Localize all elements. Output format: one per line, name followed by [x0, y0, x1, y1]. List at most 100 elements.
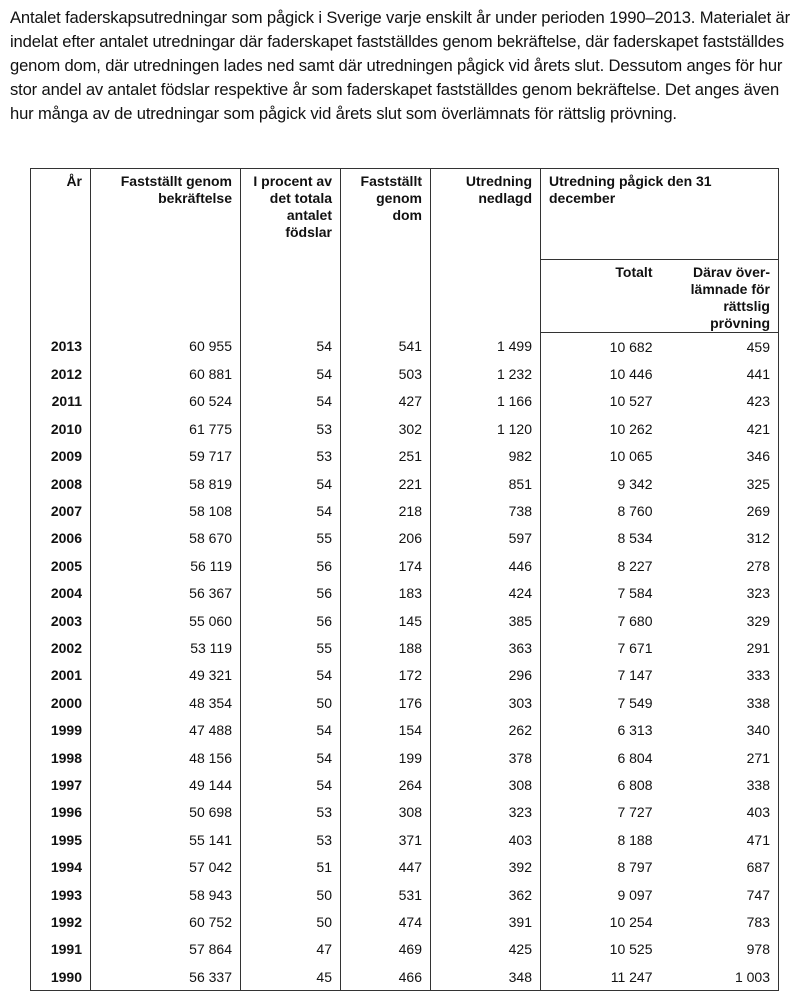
- value-cell: 53: [240, 826, 341, 854]
- value-cell: 1 166: [430, 387, 541, 416]
- table-row: 2013 60 955 54 541 1 499 10 682 459: [30, 332, 779, 361]
- value-cell: 323: [430, 798, 541, 827]
- table-body: 2013 60 955 54 541 1 499 10 682 459 2012 60 881 5…: [30, 332, 779, 992]
- value-cell: 982: [430, 442, 541, 470]
- data-table: År Fastställt genom bekräftelse I procen…: [30, 168, 779, 992]
- value-cell: 403: [430, 826, 541, 854]
- value-cell: 308: [340, 798, 431, 827]
- year-cell: 1995: [30, 826, 91, 854]
- value-cell: 7 549: [540, 689, 661, 717]
- year-cell: 2002: [30, 634, 91, 662]
- year-cell: 1998: [30, 743, 91, 772]
- value-cell: 54: [240, 387, 341, 416]
- value-cell: 60 881: [90, 360, 241, 388]
- value-cell: 56: [240, 606, 341, 635]
- value-cell: 206: [340, 524, 431, 553]
- value-cell: 338: [660, 689, 779, 717]
- table-row: 1999 47 488 54 154 262 6 313 340: [30, 716, 779, 744]
- value-cell: 291: [660, 634, 779, 662]
- value-cell: 597: [430, 524, 541, 553]
- value-cell: 303: [430, 689, 541, 717]
- table-row: 1994 57 042 51 447 392 8 797 687: [30, 853, 779, 881]
- value-cell: 10 527: [540, 387, 661, 416]
- value-cell: 423: [660, 387, 779, 416]
- year-cell: 2005: [30, 552, 91, 580]
- table-row: 2008 58 819 54 221 851 9 342 325: [30, 469, 779, 498]
- table-row: 1998 48 156 54 199 378 6 804 271: [30, 743, 779, 772]
- value-cell: 687: [660, 853, 779, 881]
- year-cell: 2013: [30, 332, 91, 361]
- value-cell: 55: [240, 524, 341, 553]
- value-cell: 264: [340, 771, 431, 799]
- subheader-cell: Totalt: [540, 259, 661, 333]
- value-cell: 474: [340, 908, 431, 936]
- value-cell: 338: [660, 771, 779, 799]
- value-cell: 199: [340, 743, 431, 772]
- value-cell: 7 147: [540, 661, 661, 690]
- value-cell: 60 752: [90, 908, 241, 936]
- year-cell: 2008: [30, 469, 91, 498]
- value-cell: 56 119: [90, 552, 241, 580]
- header-cell: År: [30, 168, 91, 333]
- table-row: 2000 48 354 50 176 303 7 549 338: [30, 689, 779, 717]
- value-cell: 9 342: [540, 469, 661, 498]
- value-cell: 8 760: [540, 497, 661, 525]
- value-cell: 8 188: [540, 826, 661, 854]
- value-cell: 738: [430, 497, 541, 525]
- year-cell: 2007: [30, 497, 91, 525]
- table-head: År Fastställt genom bekräftelse I procen…: [30, 168, 779, 333]
- year-cell: 2006: [30, 524, 91, 553]
- value-cell: 348: [430, 962, 541, 992]
- value-cell: 47: [240, 935, 341, 963]
- table-row: 1996 50 698 53 308 323 7 727 403: [30, 798, 779, 827]
- value-cell: 50 698: [90, 798, 241, 827]
- value-cell: 60 524: [90, 387, 241, 416]
- value-cell: 50: [240, 908, 341, 936]
- value-cell: 346: [660, 442, 779, 470]
- intro-text: Antalet faderskapsutredningar som pågick…: [10, 8, 790, 123]
- table-row: 2010 61 775 53 302 1 120 10 262 421: [30, 415, 779, 443]
- value-cell: 54: [240, 661, 341, 690]
- value-cell: 302: [340, 415, 431, 443]
- value-cell: 221: [340, 469, 431, 498]
- value-cell: 441: [660, 360, 779, 388]
- year-cell: 2001: [30, 661, 91, 690]
- value-cell: 392: [430, 853, 541, 881]
- year-cell: 2011: [30, 387, 91, 416]
- table-row: 2001 49 321 54 172 296 7 147 333: [30, 661, 779, 690]
- value-cell: 58 108: [90, 497, 241, 525]
- value-cell: 58 943: [90, 880, 241, 909]
- value-cell: 49 321: [90, 661, 241, 690]
- value-cell: 172: [340, 661, 431, 690]
- table-row: 2012 60 881 54 503 1 232 10 446 441: [30, 360, 779, 388]
- value-cell: 6 804: [540, 743, 661, 772]
- value-cell: 56 337: [90, 962, 241, 992]
- value-cell: 54: [240, 360, 341, 388]
- year-cell: 2000: [30, 689, 91, 717]
- value-cell: 385: [430, 606, 541, 635]
- year-cell: 1999: [30, 716, 91, 744]
- value-cell: 6 313: [540, 716, 661, 744]
- value-cell: 7 727: [540, 798, 661, 827]
- value-cell: 271: [660, 743, 779, 772]
- value-cell: 541: [340, 332, 431, 361]
- value-cell: 10 446: [540, 360, 661, 388]
- value-cell: 329: [660, 606, 779, 635]
- value-cell: 323: [660, 579, 779, 607]
- value-cell: 362: [430, 880, 541, 909]
- value-cell: 54: [240, 771, 341, 799]
- value-cell: 459: [660, 332, 779, 361]
- value-cell: 7 584: [540, 579, 661, 607]
- header-cell: Fastställt genom dom: [340, 168, 431, 333]
- value-cell: 47 488: [90, 716, 241, 744]
- value-cell: 427: [340, 387, 431, 416]
- value-cell: 218: [340, 497, 431, 525]
- value-cell: 10 262: [540, 415, 661, 443]
- value-cell: 57 864: [90, 935, 241, 963]
- table-row: 2011 60 524 54 427 1 166 10 527 423: [30, 387, 779, 416]
- value-cell: 51: [240, 853, 341, 881]
- value-cell: 54: [240, 716, 341, 744]
- year-cell: 1994: [30, 853, 91, 881]
- value-cell: 262: [430, 716, 541, 744]
- year-cell: 1992: [30, 908, 91, 936]
